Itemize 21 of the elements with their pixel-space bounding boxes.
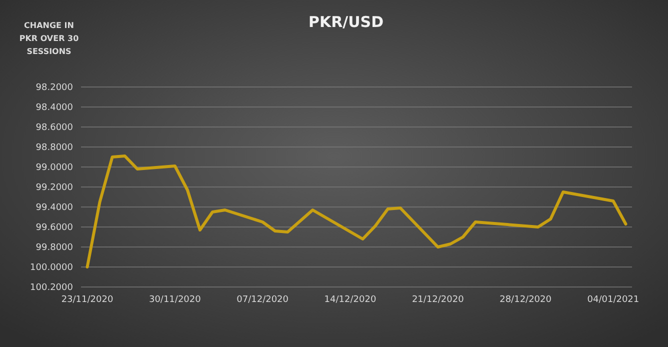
- y-tick-label: 98.8000: [36, 143, 74, 154]
- y-tick-label: 98.4000: [36, 103, 74, 114]
- y-tick-label: 99.2000: [36, 183, 74, 194]
- x-tick-label: 23/11/2020: [61, 295, 114, 305]
- x-tick-label: 28/12/2020: [500, 295, 552, 305]
- x-tick-label: 21/12/2020: [412, 295, 464, 305]
- y-tick-label: 98.6000: [36, 123, 74, 134]
- chart-title: PKR/USD: [308, 13, 384, 31]
- y-tick-label: 99.4000: [36, 203, 74, 214]
- y-tick-label: 99.8000: [36, 243, 74, 254]
- x-tick-label: 30/11/2020: [148, 295, 202, 305]
- x-tick-label: 14/12/2020: [324, 295, 376, 305]
- x-tick-label: 04/01/2021: [587, 295, 640, 305]
- y-tick-label: 98.2000: [36, 83, 74, 94]
- y-tick-label: 99.0000: [36, 163, 74, 174]
- x-tick-label: 07/12/2020: [236, 295, 289, 305]
- y-tick-label: 100.0000: [30, 263, 74, 274]
- y-tick-label: 99.6000: [36, 223, 74, 234]
- y-axis-title: CHANGE IN PKR OVER 30 SESSIONS: [19, 21, 80, 56]
- line-series: [86, 154, 628, 268]
- y-tick-label: 100.2000: [30, 283, 74, 294]
